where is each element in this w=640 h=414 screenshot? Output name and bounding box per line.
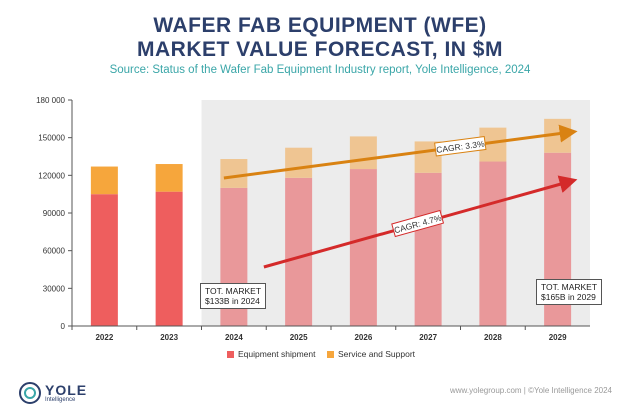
- bar-service: [285, 147, 313, 178]
- y-tick-label: 30000: [43, 284, 66, 293]
- chart-title-line1: WAFER FAB EQUIPMENT (WFE): [153, 14, 487, 37]
- x-tick-label: 2023: [160, 333, 178, 342]
- cagr-label-total: CAGR: 3.3%: [434, 135, 487, 157]
- y-tick-label: 90000: [43, 209, 66, 218]
- chart-title-line2: MARKET VALUE FORECAST, IN $M: [137, 38, 503, 61]
- cagr-label-equipment-box: [391, 209, 445, 238]
- x-tick-label: 2029: [549, 333, 567, 342]
- bar-equipment: [155, 191, 183, 326]
- bar-equipment: [349, 169, 377, 326]
- callout-2024-line1: TOT. MARKET: [205, 286, 262, 296]
- legend-item-equipment: Equipment shipment: [227, 349, 316, 359]
- bar-equipment: [90, 194, 118, 326]
- x-tick-label: 2027: [419, 333, 437, 342]
- cagr-label-total-box: [434, 135, 487, 157]
- legend-label-service: Service and Support: [338, 349, 416, 359]
- y-tick-label: 0: [61, 322, 66, 331]
- legend-swatch-equipment: [227, 350, 234, 358]
- callout-total-2029: TOT. MARKET $165B in 2029: [536, 279, 603, 305]
- y-tick-label: 120000: [38, 171, 65, 180]
- logo-sub: Intelligence: [45, 396, 76, 403]
- bar-service: [155, 164, 183, 192]
- logo-name: YOLE: [45, 381, 88, 398]
- y-tick-label: 60000: [43, 247, 66, 256]
- x-tick-label: 2028: [484, 333, 502, 342]
- bar-equipment: [414, 172, 442, 326]
- bar-service: [349, 136, 377, 170]
- callout-total-2024: TOT. MARKET $133B in 2024: [200, 283, 267, 309]
- callout-2029-line2: $165B in 2029: [541, 292, 596, 302]
- x-tick-label: 2024: [225, 333, 243, 342]
- yole-logo: YOLE Intelligence: [18, 381, 87, 405]
- bar-equipment: [285, 177, 313, 326]
- legend-label-equipment: Equipment shipment: [238, 349, 316, 359]
- bar-service: [90, 166, 118, 195]
- cagr-arrow-total: [223, 124, 578, 180]
- yole-logo-icon: [19, 382, 41, 404]
- chart-source: Source: Status of the Wafer Fab Equipmen…: [109, 64, 531, 76]
- y-tick-label: 150000: [38, 134, 65, 143]
- footer-url: www.yolegroup.com | ©Yole Intelligence 2…: [450, 386, 612, 395]
- bar-service: [220, 159, 248, 188]
- y-tick-label: 180 000: [36, 96, 65, 105]
- x-tick-label: 2025: [290, 333, 308, 342]
- legend-swatch-service: [327, 350, 334, 358]
- legend-item-service: Service and Support: [327, 349, 415, 359]
- callout-2029-line1: TOT. MARKET: [541, 282, 598, 292]
- callout-2024-line2: $133B in 2024: [205, 296, 260, 306]
- bar-equipment: [479, 161, 507, 326]
- x-tick-label: 2026: [354, 333, 372, 342]
- x-tick-label: 2022: [95, 333, 113, 342]
